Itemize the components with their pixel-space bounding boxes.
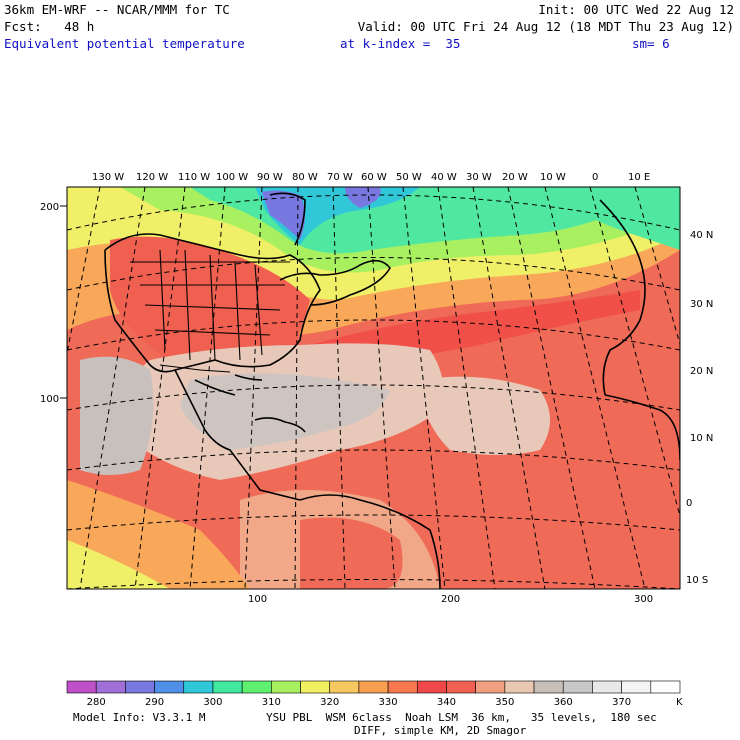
- lon-label: 0: [592, 172, 598, 183]
- colorbar-labels: 280 290 300 310 320 330 340 350 360 370: [87, 697, 632, 708]
- grid-y-label: 100: [40, 394, 59, 405]
- colorbar-tick-label: 350: [495, 697, 514, 708]
- lon-label: 20 W: [502, 172, 528, 183]
- colorbar-swatch: [125, 680, 155, 694]
- graticule: [67, 187, 680, 589]
- colorbar-swatch: [592, 680, 622, 694]
- lon-label: 70 W: [327, 172, 353, 183]
- grid-y-label: 200: [40, 202, 59, 213]
- colorbar-swatch: [300, 680, 331, 694]
- colorbar-swatch: [416, 680, 447, 694]
- lat-label: 10 N: [690, 433, 713, 444]
- left-grid-labels: 200 100: [40, 202, 67, 405]
- colorbar-swatch: [504, 680, 535, 694]
- lon-label: 130 W: [92, 172, 124, 183]
- init-time: Init: 00 UTC Wed 22 Aug 12: [538, 2, 734, 17]
- colorbar-swatch: [475, 680, 506, 694]
- lat-label: 40 N: [690, 230, 713, 241]
- colorbar-tick-label: 330: [379, 697, 398, 708]
- smoothing-info: sm= 6: [632, 36, 670, 51]
- colorbar-swatch: [562, 680, 593, 694]
- colorbar-swatch: [387, 680, 418, 694]
- colorbar-tick-label: 320: [320, 697, 339, 708]
- top-longitude-labels: 130 W 120 W 110 W 100 W 90 W 80 W 70 W 6…: [92, 172, 650, 183]
- grid-x-label: 100: [248, 594, 267, 605]
- lon-label: 60 W: [361, 172, 387, 183]
- right-latitude-labels: 40 N 30 N 20 N 10 N 0 10 S: [686, 230, 713, 586]
- grid-x-label: 300: [634, 594, 653, 605]
- colorbar-swatch: [271, 680, 301, 694]
- colorbar-tick-label: 280: [87, 697, 106, 708]
- colorbar-tick-label: 290: [145, 697, 164, 708]
- colorbar-tick-label: 360: [554, 697, 573, 708]
- lon-label: 100 W: [216, 172, 248, 183]
- valid-time: Valid: 00 UTC Fri 24 Aug 12 (18 MDT Thu …: [357, 19, 734, 34]
- lat-label: 10 S: [686, 575, 708, 586]
- colorbar-swatch: [66, 680, 97, 694]
- grid-x-label: 200: [441, 594, 460, 605]
- lon-label: 30 W: [466, 172, 492, 183]
- lon-label: 50 W: [396, 172, 422, 183]
- colorbar-swatch: [154, 680, 185, 694]
- model-title: 36km EM-WRF -- NCAR/MMM for TC: [4, 2, 230, 17]
- diffusion-info: DIFF, simple KM, 2D Smagor: [354, 724, 527, 737]
- colorbar-tick-label: 370: [612, 697, 631, 708]
- colorbar-tick-label: 340: [437, 697, 456, 708]
- lon-label: 10 E: [628, 172, 650, 183]
- lon-label: 80 W: [292, 172, 318, 183]
- colorbar-swatch: [446, 680, 476, 694]
- colorbar-swatch: [212, 680, 243, 694]
- colorbar-tick-label: 300: [203, 697, 222, 708]
- colorbar-unit: K: [676, 697, 683, 708]
- physics-info: YSU PBL WSM 6class Noah LSM 36 km, 35 le…: [266, 711, 657, 724]
- model-info: Model Info: V3.3.1 M: [73, 711, 206, 724]
- lon-label: 90 W: [257, 172, 283, 183]
- lon-label: 110 W: [178, 172, 210, 183]
- lat-label: 20 N: [690, 366, 713, 377]
- field-name: Equivalent potential temperature: [4, 36, 245, 51]
- colorbar-swatch: [533, 680, 564, 694]
- colorbar-swatch: [358, 680, 389, 694]
- colorbar-swatch: [329, 680, 360, 694]
- bottom-grid-labels: 100 200 300: [248, 594, 653, 605]
- lat-label: 30 N: [690, 299, 713, 310]
- colorbar-swatch: [183, 680, 214, 694]
- coastlines: [104, 192, 680, 589]
- lat-label: 0: [686, 498, 692, 509]
- level-info: at k-index = 35: [340, 36, 461, 51]
- lon-label: 40 W: [431, 172, 457, 183]
- colorbar-swatch: [241, 680, 272, 694]
- lon-label: 10 W: [540, 172, 566, 183]
- forecast-hour: Fcst: 48 h: [4, 19, 95, 34]
- theta-e-field: [67, 187, 680, 589]
- colorbar: [66, 680, 681, 694]
- colorbar-swatch: [650, 680, 681, 694]
- colorbar-swatch: [95, 680, 126, 694]
- colorbar-tick-label: 310: [262, 697, 281, 708]
- map-frame: [66, 186, 681, 590]
- lon-label: 120 W: [136, 172, 168, 183]
- colorbar-swatch: [621, 680, 652, 694]
